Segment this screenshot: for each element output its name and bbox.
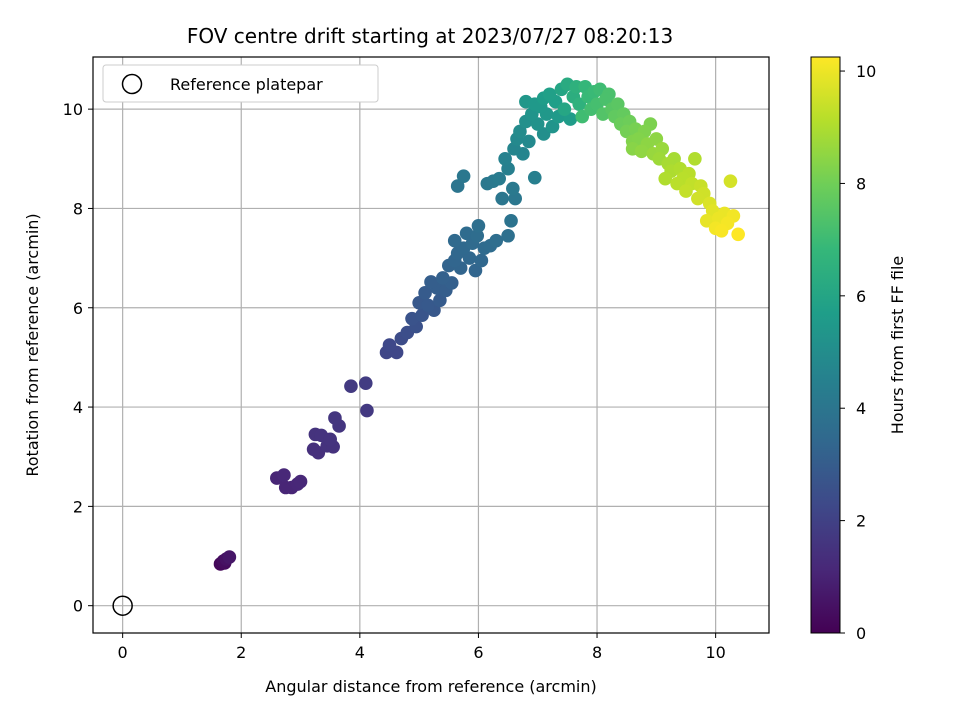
colorbar: 0 2 4 6 8 10 Hours from first FF file (810, 56, 907, 643)
colorbar-ticks: 0 2 4 6 8 10 (840, 62, 876, 643)
data-point (501, 228, 515, 243)
x-tick-label: 2 (236, 643, 246, 662)
data-point (575, 109, 590, 124)
data-point (424, 275, 438, 289)
data-point (522, 134, 536, 149)
data-point (527, 170, 542, 185)
data-point (699, 214, 714, 228)
data-point (293, 474, 308, 489)
colorbar-tick-label: 6 (856, 287, 866, 306)
colorbar-tick-label: 2 (856, 512, 866, 531)
data-point (658, 171, 673, 186)
data-point (450, 179, 465, 193)
data-point (456, 169, 471, 183)
data-point (447, 233, 462, 248)
data-point (306, 442, 321, 457)
chart-title: FOV centre drift starting at 2023/07/27 … (187, 24, 673, 48)
colorbar-tick-label: 10 (856, 62, 876, 81)
data-point (504, 214, 518, 228)
data-point (382, 338, 397, 352)
data-point (679, 184, 693, 198)
data-point (545, 119, 560, 134)
x-tick-label: 10 (705, 643, 725, 662)
data-point (474, 253, 489, 268)
x-tick-label: 6 (473, 643, 483, 662)
data-point (344, 379, 358, 394)
data-point (360, 403, 374, 418)
data-point (563, 112, 578, 126)
legend-marker-reference (121, 73, 143, 95)
colorbar-tick-label: 0 (856, 624, 866, 643)
legend: Reference platepar (102, 64, 379, 103)
legend-box (102, 64, 379, 103)
data-point (459, 226, 474, 241)
data-point (506, 181, 520, 196)
data-point (277, 468, 291, 482)
data-point (489, 233, 504, 248)
reference-point-marker (112, 595, 133, 616)
data-point (599, 92, 613, 107)
data-point (714, 223, 729, 238)
data-point (498, 151, 512, 166)
data-point (415, 308, 429, 323)
legend-label-reference: Reference platepar (170, 75, 323, 94)
data-point (536, 127, 551, 141)
data-point (542, 87, 557, 102)
data-point (530, 117, 545, 131)
colorbar-tick-label: 8 (856, 174, 866, 193)
x-tick-label: 0 (118, 643, 128, 662)
data-point (462, 251, 477, 265)
data-point (433, 293, 447, 308)
data-point (691, 191, 705, 206)
y-tick-label: 0 (73, 597, 83, 616)
data-point (513, 124, 527, 139)
data-point (358, 376, 373, 391)
data-point (323, 432, 337, 447)
y-tick-label: 2 (73, 497, 83, 516)
data-point (572, 97, 587, 111)
data-point (470, 228, 485, 243)
data-point (723, 174, 738, 188)
data-point (436, 271, 450, 285)
data-point (328, 411, 342, 425)
colorbar-label: Hours from first FF file (888, 256, 907, 435)
data-point (649, 132, 664, 146)
y-tick-label: 4 (73, 398, 83, 417)
y-tick-label: 8 (73, 199, 83, 218)
data-point (610, 97, 625, 111)
y-tick-label: 10 (63, 100, 83, 119)
plot-frame (92, 56, 770, 634)
data-point (492, 171, 506, 186)
colorbar-tick-label: 4 (856, 399, 866, 418)
data-point (418, 286, 432, 300)
data-point (688, 151, 702, 166)
data-point (670, 176, 684, 191)
x-tick-label: 4 (355, 643, 365, 662)
y-axis-label: Rotation from reference (arcmin) (23, 213, 42, 476)
data-point (557, 102, 572, 116)
plot-area: 0 2 4 6 8 10 0 2 4 6 8 10 (63, 57, 769, 662)
data-point (495, 191, 509, 206)
data-point (421, 298, 435, 313)
x-tick-label: 8 (592, 643, 602, 662)
colorbar-bar (810, 56, 841, 634)
x-axis-label: Angular distance from reference (arcmin) (265, 677, 596, 696)
data-point (222, 550, 237, 564)
y-tick-label: 6 (73, 299, 83, 318)
data-point (731, 227, 745, 242)
data-point (634, 144, 649, 159)
data-point (471, 219, 486, 233)
data-point (468, 263, 483, 278)
